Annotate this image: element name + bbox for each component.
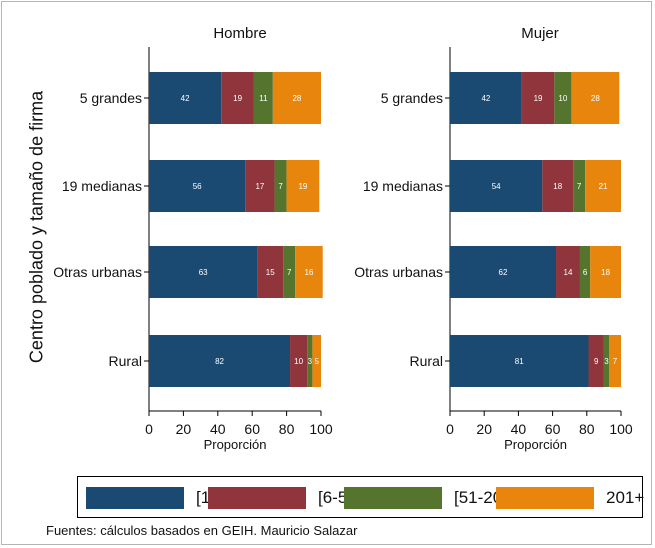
hombre-bar-otras-urbanas-201-plus xyxy=(295,246,323,298)
hombre-bar-rural-51-200 xyxy=(307,335,313,387)
hombre-bar-19-medianas-51-200 xyxy=(274,160,287,212)
hombre-data-label-19-medianas-201-plus: 19 xyxy=(298,182,307,191)
mujer-category-label-otras-urbanas: Otras urbanas xyxy=(354,264,443,280)
mujer-data-label-rural-51-200: 3 xyxy=(604,357,609,366)
mujer-bar-otras-urbanas-6-50 xyxy=(556,246,580,298)
mujer-data-label-rural-1-5: 81 xyxy=(515,357,524,366)
mujer-data-label-otras-urbanas-6-50: 14 xyxy=(564,268,573,277)
mujer-x-axis-title: Proporción xyxy=(504,437,567,452)
mujer-bar-rural-201-plus xyxy=(609,335,621,387)
mujer-bar-otras-urbanas-201-plus xyxy=(590,246,621,298)
legend-swatch-51-200 xyxy=(344,487,442,509)
mujer-data-label-otras-urbanas-201-plus: 18 xyxy=(601,268,610,277)
hombre-x-tick-label-100: 100 xyxy=(309,421,333,437)
mujer-bar-rural-6-50 xyxy=(588,335,604,387)
hombre-data-label-rural-6-50: 10 xyxy=(294,357,303,366)
mujer-data-label-5-grandes-201-plus: 28 xyxy=(591,94,600,103)
mujer-data-label-19-medianas-51-200: 7 xyxy=(577,182,582,191)
hombre-category-label-otras-urbanas: Otras urbanas xyxy=(53,264,142,280)
mujer-category-label-rural: Rural xyxy=(410,353,443,369)
hombre-bar-rural-201-plus xyxy=(312,335,321,387)
mujer-data-label-19-medianas-6-50: 18 xyxy=(553,182,562,191)
hombre-bar-5-grandes-51-200 xyxy=(253,72,273,124)
hombre-data-label-5-grandes-51-200: 11 xyxy=(259,94,268,103)
hombre-x-tick-label-40: 40 xyxy=(210,421,226,437)
hombre-x-tick-label-20: 20 xyxy=(176,421,192,437)
mujer-data-label-otras-urbanas-1-5: 62 xyxy=(499,268,508,277)
legend-label-201-plus: 201+ xyxy=(606,488,645,507)
mujer-data-label-otras-urbanas-51-200: 6 xyxy=(583,268,588,277)
mujer-bar-5-grandes-51-200 xyxy=(554,72,572,124)
hombre-bar-otras-urbanas-6-50 xyxy=(257,246,284,298)
hombre-x-tick-label-80: 80 xyxy=(279,421,295,437)
mujer-data-label-5-grandes-1-5: 42 xyxy=(481,94,490,103)
mujer-x-tick-label-60: 60 xyxy=(545,421,561,437)
mujer-category-label-5-grandes: 5 grandes xyxy=(381,90,443,106)
mujer-bar-rural-51-200 xyxy=(603,335,610,387)
hombre-data-label-rural-201-plus: 5 xyxy=(314,357,319,366)
hombre-data-label-19-medianas-51-200: 7 xyxy=(278,182,283,191)
hombre-bar-5-grandes-6-50 xyxy=(221,72,254,124)
hombre-x-axis-title: Proporción xyxy=(204,437,267,452)
mujer-bar-19-medianas-6-50 xyxy=(542,160,574,212)
y-axis-title: Centro poblado y tamaño de firma xyxy=(26,90,47,364)
hombre-data-label-otras-urbanas-51-200: 7 xyxy=(287,268,292,277)
mujer-category-label-19-medianas: 19 medianas xyxy=(363,178,443,194)
hombre-category-label-5-grandes: 5 grandes xyxy=(80,90,142,106)
mujer-data-label-19-medianas-1-5: 54 xyxy=(492,182,501,191)
hombre-data-label-rural-51-200: 3 xyxy=(308,357,313,366)
hombre-bar-rural-6-50 xyxy=(290,335,308,387)
hombre-bar-5-grandes-201-plus xyxy=(272,72,321,124)
hombre-data-label-5-grandes-201-plus: 28 xyxy=(292,94,301,103)
hombre-bar-otras-urbanas-1-5 xyxy=(149,246,258,298)
mujer-data-label-rural-6-50: 9 xyxy=(594,357,599,366)
hombre-category-label-19-medianas: 19 medianas xyxy=(62,178,142,194)
mujer-x-tick-label-80: 80 xyxy=(579,421,595,437)
mujer-bar-5-grandes-201-plus xyxy=(571,72,620,124)
mujer-x-tick-label-20: 20 xyxy=(476,421,492,437)
hombre-data-label-rural-1-5: 82 xyxy=(215,357,224,366)
hombre-data-label-otras-urbanas-201-plus: 16 xyxy=(305,268,314,277)
hombre-bar-5-grandes-1-5 xyxy=(149,72,222,124)
hombre-data-label-5-grandes-6-50: 19 xyxy=(233,94,242,103)
mujer-x-tick-label-100: 100 xyxy=(609,421,633,437)
hombre-data-label-otras-urbanas-6-50: 15 xyxy=(266,268,275,277)
source-note: Fuentes: cálculos basados en GEIH. Mauri… xyxy=(46,523,358,538)
mujer-bar-5-grandes-1-5 xyxy=(450,72,522,124)
legend-swatch-6-50 xyxy=(208,487,306,509)
mujer-data-label-rural-201-plus: 7 xyxy=(613,357,618,366)
mujer-x-tick-label-40: 40 xyxy=(511,421,527,437)
hombre-data-label-otras-urbanas-1-5: 63 xyxy=(199,268,208,277)
mujer-data-label-5-grandes-51-200: 10 xyxy=(558,94,567,103)
mujer-bar-otras-urbanas-1-5 xyxy=(450,246,557,298)
legend: [1-5] [6-50] [51-200] 201+ xyxy=(77,476,645,518)
mujer-bar-rural-1-5 xyxy=(450,335,589,387)
hombre-bar-otras-urbanas-51-200 xyxy=(283,246,296,298)
hombre-category-label-rural: Rural xyxy=(109,353,142,369)
mujer-bar-19-medianas-51-200 xyxy=(573,160,586,212)
mujer-panel-title: Mujer xyxy=(521,25,559,42)
hombre-panel-title: Hombre xyxy=(213,25,266,42)
legend-swatch-1-5 xyxy=(86,487,184,509)
mujer-bar-19-medianas-201-plus xyxy=(585,160,621,212)
hombre-bar-rural-1-5 xyxy=(149,335,291,387)
mujer-x-tick-label-0: 0 xyxy=(446,421,454,437)
hombre-bar-19-medianas-6-50 xyxy=(245,160,275,212)
hombre-data-label-19-medianas-1-5: 56 xyxy=(193,182,202,191)
hombre-data-label-19-medianas-6-50: 17 xyxy=(255,182,264,191)
hombre-bar-19-medianas-1-5 xyxy=(149,160,246,212)
hombre-data-label-5-grandes-1-5: 42 xyxy=(181,94,190,103)
mujer-bar-otras-urbanas-51-200 xyxy=(579,246,591,298)
hombre-x-tick-label-0: 0 xyxy=(145,421,153,437)
mujer-bar-19-medianas-1-5 xyxy=(450,160,543,212)
legend-swatch-201-plus xyxy=(496,487,594,509)
mujer-data-label-5-grandes-6-50: 19 xyxy=(534,94,543,103)
hombre-x-tick-label-60: 60 xyxy=(244,421,260,437)
mujer-data-label-19-medianas-201-plus: 21 xyxy=(599,182,608,191)
mujer-bar-5-grandes-6-50 xyxy=(521,72,555,124)
hombre-bar-19-medianas-201-plus xyxy=(286,160,320,212)
